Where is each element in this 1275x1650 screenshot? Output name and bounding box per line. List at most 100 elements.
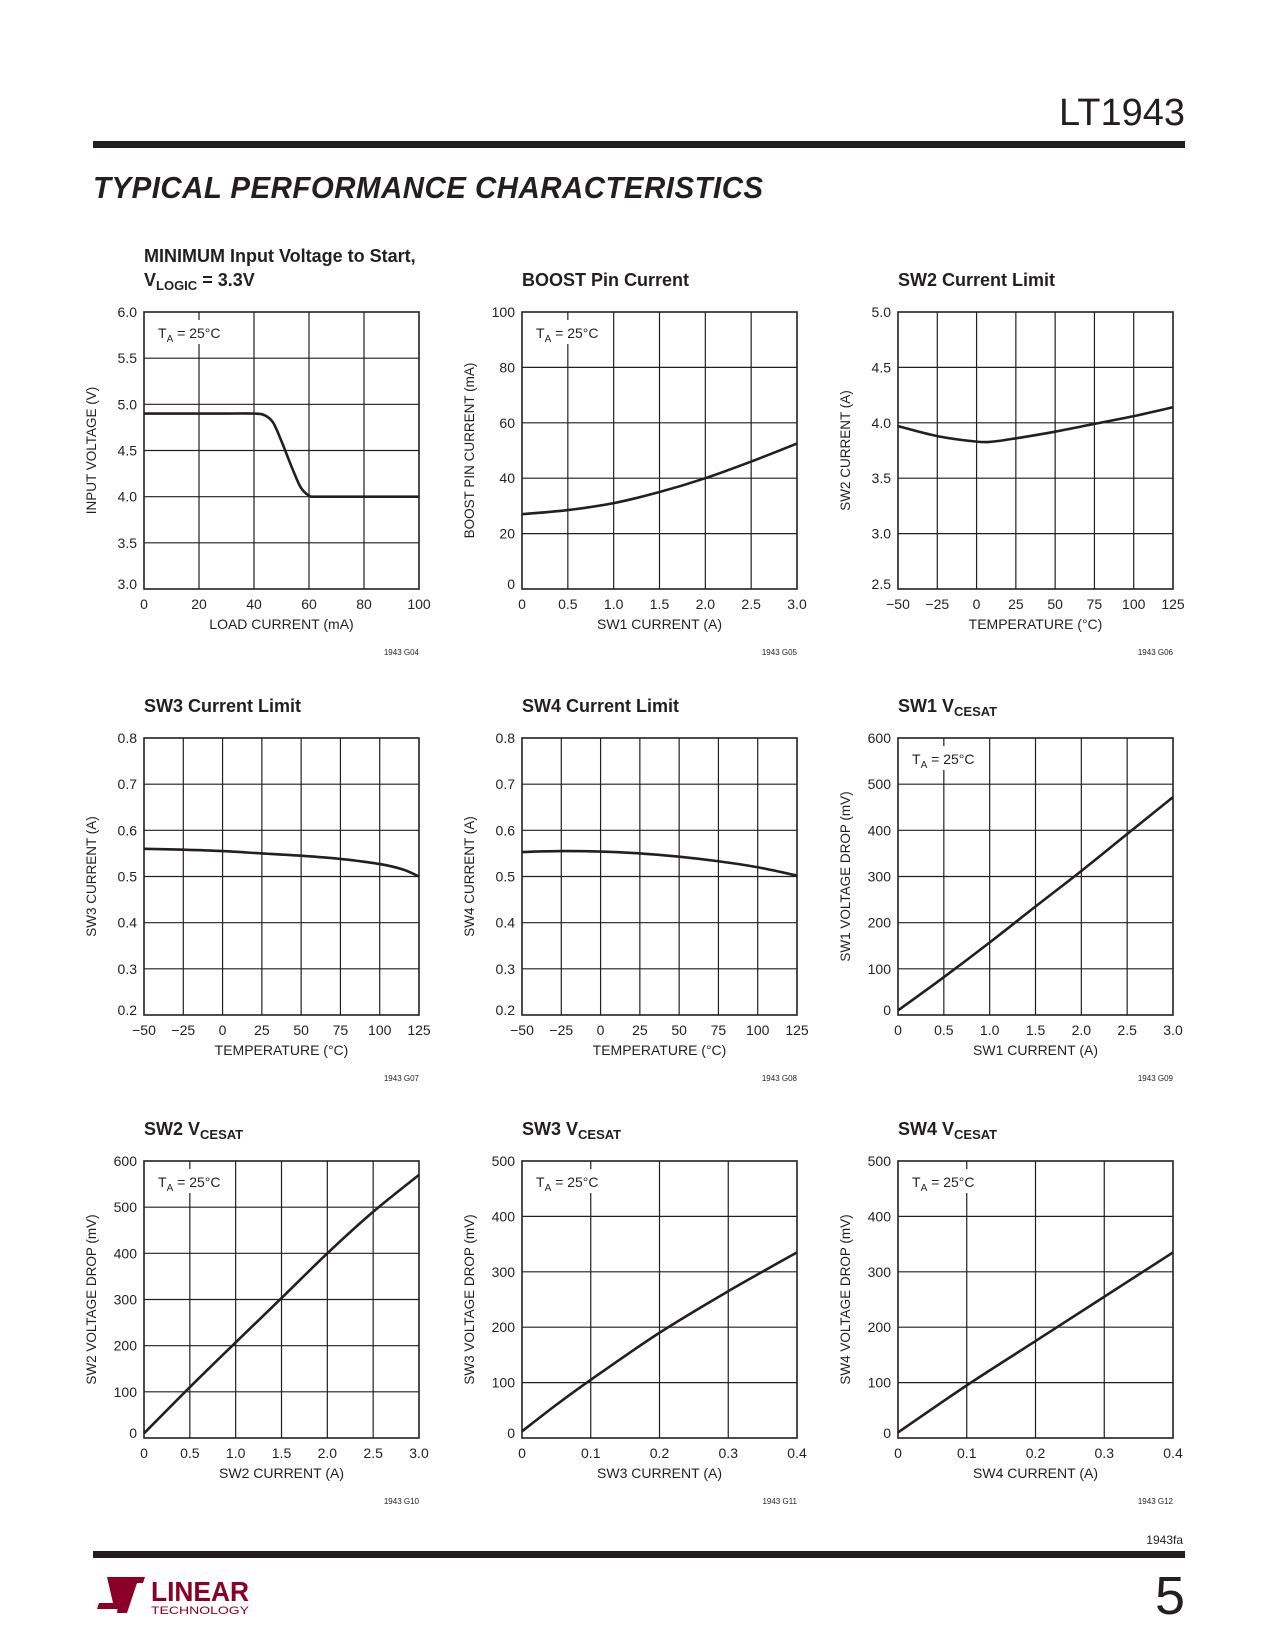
- x-tick-label: 0.1: [581, 1445, 601, 1461]
- x-tick-label: 0: [140, 1445, 148, 1461]
- x-tick-label: 100: [368, 1022, 392, 1038]
- chart-3: SW2 Current Limit −50 −25 0 25 50 75 100 125 2.5 3…: [838, 270, 1185, 657]
- x-tick-label: 1.0: [604, 596, 624, 612]
- y-axis-label: BOOST PIN CURRENT (mA): [462, 363, 477, 539]
- chart-8: SW3 VCESAT TA = 25°C 0 0.1 0.2 0.3 0.4 0 100 200 3…: [462, 1119, 807, 1506]
- chart-9: SW4 VCESAT TA = 25°C 0 0.1 0.2 0.3 0.4 0 100 200 3…: [838, 1119, 1183, 1506]
- annotation-sub: A: [545, 1183, 552, 1194]
- annotation-t: T: [158, 1174, 167, 1190]
- figure-code: 1943 G08: [762, 1074, 798, 1083]
- figure-code: 1943 G06: [1138, 648, 1174, 657]
- y-tick-label: 4.5: [872, 359, 892, 375]
- y-tick-label: 5.0: [118, 396, 138, 412]
- document-code: 1943fa: [1146, 1533, 1183, 1547]
- annotation-background: [152, 1169, 232, 1193]
- chart-title-part: SW3 Current Limit: [144, 696, 301, 716]
- x-tick-label: 40: [246, 596, 262, 612]
- y-tick-label: 3.5: [872, 470, 892, 486]
- y-tick-label: 200: [868, 915, 892, 931]
- chart-title-part: SW2 V: [144, 1119, 200, 1139]
- y-axis-label: SW2 CURRENT (A): [838, 390, 853, 511]
- figure-code: 1943 G11: [762, 1497, 797, 1506]
- y-tick-label: 400: [868, 822, 892, 838]
- data-series-line: [521, 442, 798, 516]
- y-tick-label: 400: [492, 1208, 516, 1224]
- plot-frame: [897, 311, 1174, 590]
- x-tick-label: 75: [711, 1022, 727, 1038]
- data-series-line: [521, 1251, 798, 1433]
- y-tick-label: 0.6: [496, 822, 516, 838]
- x-tick-label: −50: [132, 1022, 156, 1038]
- temperature-annotation: TA = 25°C: [912, 751, 974, 771]
- logo-subtext: TECHNOLOGY: [151, 1605, 250, 1617]
- y-tick-label: 300: [114, 1292, 138, 1308]
- x-tick-label: 100: [1122, 596, 1146, 612]
- x-tick-label: 0.1: [957, 1445, 977, 1461]
- chart-6: SW1 VCESAT TA = 25°C 0 0.5 1.0 1.5 2.0 2.5 3.0 0 1…: [838, 696, 1183, 1083]
- x-tick-label: 0.3: [1095, 1445, 1115, 1461]
- x-tick-label: 125: [407, 1022, 431, 1038]
- plot-frame: [897, 1160, 1174, 1439]
- y-tick-label: 5.5: [118, 350, 138, 366]
- y-tick-label: 0.4: [118, 915, 138, 931]
- annotation-background: [530, 320, 610, 344]
- y-tick-label: 0.5: [118, 869, 138, 885]
- data-series-line: [143, 412, 419, 499]
- y-tick-label: 0: [507, 1425, 515, 1441]
- x-tick-label: −50: [886, 596, 910, 612]
- y-tick-label: 0: [507, 576, 515, 592]
- y-tick-label: 4.5: [118, 443, 138, 459]
- temperature-annotation: TA = 25°C: [536, 1174, 598, 1194]
- y-tick-label: 300: [868, 1264, 892, 1280]
- chart-title: SW4 Current Limit: [522, 696, 679, 716]
- annotation-rest: = 25°C: [927, 751, 974, 767]
- chart-4: SW3 Current Limit −50 −25 0 25 50 75 100 125 0.2 0…: [84, 696, 431, 1083]
- x-axis-label: SW4 CURRENT (A): [973, 1465, 1098, 1481]
- data-series-line: [897, 406, 1174, 444]
- x-tick-label: 0: [973, 596, 981, 612]
- annotation-sub: A: [921, 760, 928, 771]
- x-tick-label: 0.4: [1163, 1445, 1183, 1461]
- chart-title: SW3 Current Limit: [144, 696, 301, 716]
- chart-title-part: SW4 Current Limit: [522, 696, 679, 716]
- chart-1: MINIMUM Input Voltage to Start, VLOGIC = …: [84, 246, 431, 657]
- x-tick-label: 25: [254, 1022, 270, 1038]
- x-tick-label: 1.0: [980, 1022, 1000, 1038]
- y-axis-label: SW1 VOLTAGE DROP (mV): [838, 791, 853, 961]
- chart-title-part: MINIMUM Input Voltage to Start,: [144, 246, 416, 266]
- x-axis-label: TEMPERATURE (°C): [593, 1042, 727, 1058]
- temperature-annotation: TA = 25°C: [158, 1174, 220, 1194]
- annotation-background: [152, 320, 232, 344]
- y-tick-label: 0.8: [118, 730, 138, 746]
- section-title: TYPICAL PERFORMANCE CHARACTERISTICS: [93, 170, 764, 205]
- chart-title: SW2 VCESAT: [144, 1119, 243, 1142]
- annotation-background: [906, 746, 986, 770]
- x-tick-label: 0: [894, 1022, 902, 1038]
- x-tick-label: 0.5: [558, 596, 578, 612]
- y-axis-label: SW4 VOLTAGE DROP (mV): [838, 1214, 853, 1384]
- x-tick-label: 25: [1008, 596, 1024, 612]
- x-tick-label: 0: [219, 1022, 227, 1038]
- y-tick-label: 200: [492, 1319, 516, 1335]
- y-tick-label: 300: [492, 1264, 516, 1280]
- x-tick-label: 1.5: [1026, 1022, 1046, 1038]
- y-tick-label: 0.7: [496, 776, 516, 792]
- x-tick-label: 125: [785, 1022, 809, 1038]
- y-axis-label: SW3 CURRENT (A): [84, 816, 99, 937]
- x-tick-label: 0: [894, 1445, 902, 1461]
- annotation-t: T: [536, 325, 545, 341]
- plot-frame: [521, 737, 798, 1016]
- x-tick-label: 0.2: [1026, 1445, 1046, 1461]
- plot-frame: [143, 311, 420, 590]
- x-tick-label: 0: [140, 596, 148, 612]
- lt-logo-mark: [97, 1577, 145, 1613]
- y-tick-label: 500: [868, 776, 892, 792]
- x-tick-label: 2.0: [1072, 1022, 1092, 1038]
- plot-frame: [521, 311, 798, 590]
- annotation-t: T: [912, 1174, 921, 1190]
- y-tick-label: 100: [492, 1375, 516, 1391]
- chart-title: SW4 VCESAT: [898, 1119, 997, 1142]
- temperature-annotation: TA = 25°C: [536, 325, 598, 345]
- plot-frame: [897, 737, 1174, 1016]
- x-tick-label: 125: [1161, 596, 1185, 612]
